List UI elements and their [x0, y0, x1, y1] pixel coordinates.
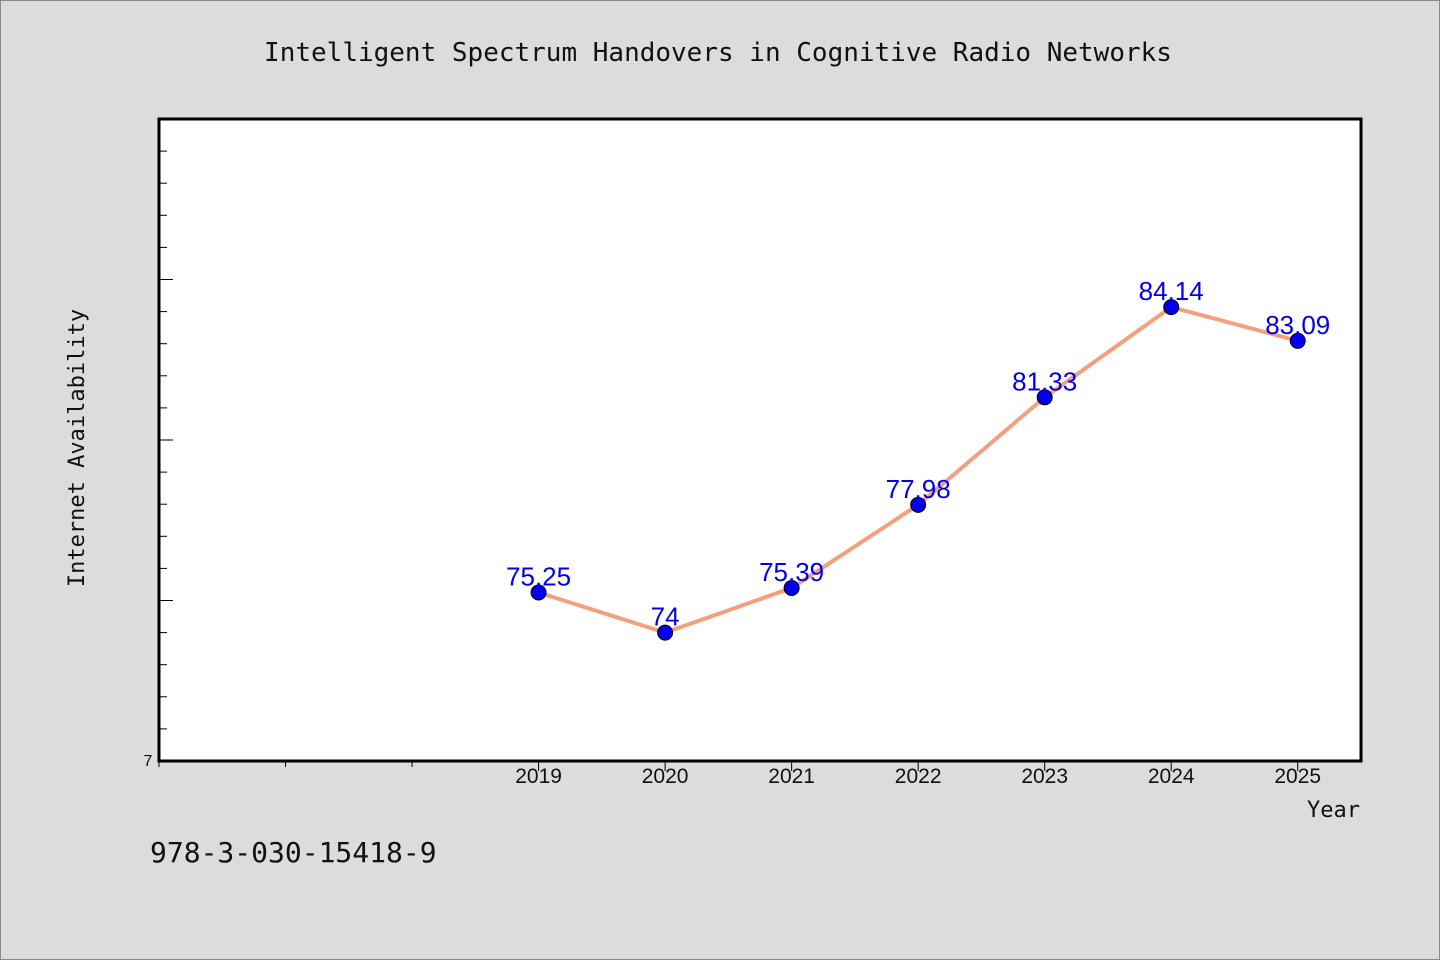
- data-label: 81.33: [1012, 366, 1077, 396]
- y-origin-label: 7: [144, 753, 153, 770]
- chart-title: Intelligent Spectrum Handovers in Cognit…: [264, 38, 1172, 68]
- data-label: 84.14: [1139, 276, 1204, 306]
- data-point: [1163, 299, 1180, 316]
- data-label: 74: [651, 602, 680, 632]
- data-point: [657, 624, 674, 641]
- y-axis-ticks: [159, 150, 173, 730]
- data-label: 75.39: [759, 557, 824, 587]
- x-tick-label: 2021: [768, 765, 815, 788]
- data-label: 75.25: [506, 561, 571, 591]
- x-tick-label: 2023: [1021, 765, 1068, 788]
- x-tick-label: 2020: [642, 765, 689, 788]
- data-label: 77.98: [886, 474, 951, 504]
- data-label: 83.09: [1265, 310, 1330, 340]
- x-tick-label: 2024: [1148, 765, 1195, 788]
- data-point: [530, 584, 547, 601]
- plot-area: [157, 117, 1363, 763]
- x-axis-ticks: 2019 2020 2021 2022 2023 2024 2025: [158, 761, 1321, 788]
- x-tick-label: 2025: [1274, 765, 1321, 788]
- data-point: [1289, 332, 1306, 349]
- x-tick-label: 2022: [895, 765, 942, 788]
- y-axis-label: Internet Availability: [65, 309, 90, 587]
- data-point: [783, 579, 800, 596]
- x-tick-label: 2019: [515, 765, 562, 788]
- data-point: [910, 496, 927, 513]
- series-layer: [530, 299, 1306, 641]
- footer-isbn: 978-3-030-15418-9: [150, 836, 437, 869]
- x-axis-label: Year: [1307, 798, 1360, 823]
- data-label-layer: 75.25 74 75.39 77.98 81.33 84.14 83.09: [506, 276, 1330, 631]
- data-point: [1036, 389, 1053, 406]
